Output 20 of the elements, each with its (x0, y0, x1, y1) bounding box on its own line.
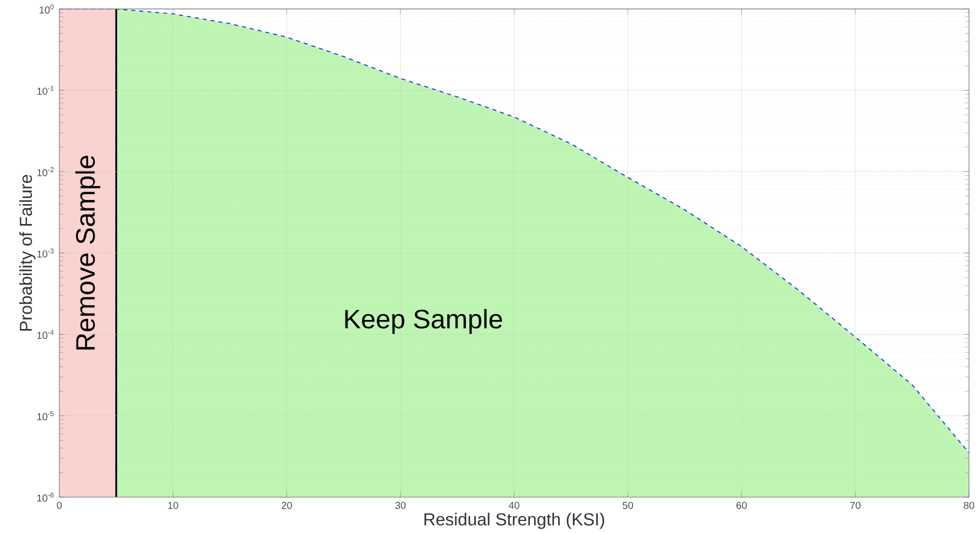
x-tick-label: 30 (395, 502, 406, 509)
y-tick-label: 10$^{-4}$ (37, 330, 54, 339)
y-tick-label: 10$^{-5}$ (37, 411, 54, 420)
x-axis-title: Residual Strength (KSI) (424, 512, 604, 529)
x-tick-label: 50 (622, 502, 634, 509)
y-tick-label: 10$^{-1}$ (37, 86, 54, 95)
y-tick-label: 10$^{-2}$ (37, 167, 54, 176)
y-tick-label: 10$^{0}$ (40, 4, 54, 14)
y-tick-label: 10$^{-6}$ (37, 492, 54, 502)
y-axis-title: Probability of Failure (19, 174, 36, 330)
x-tick-label: 0 (56, 502, 62, 509)
y-tick-label: 10$^{-3}$ (37, 248, 54, 258)
x-tick-label: 70 (850, 502, 860, 509)
x-tick-label: 40 (508, 502, 520, 509)
x-tick-label: 80 (964, 502, 974, 509)
annotation: Keep Sample (345, 308, 502, 334)
band-label: Remove Sample (75, 156, 100, 350)
x-tick-label: 20 (282, 502, 292, 509)
x-tick-label: 10 (168, 502, 178, 509)
x-tick-label: 60 (736, 502, 747, 509)
